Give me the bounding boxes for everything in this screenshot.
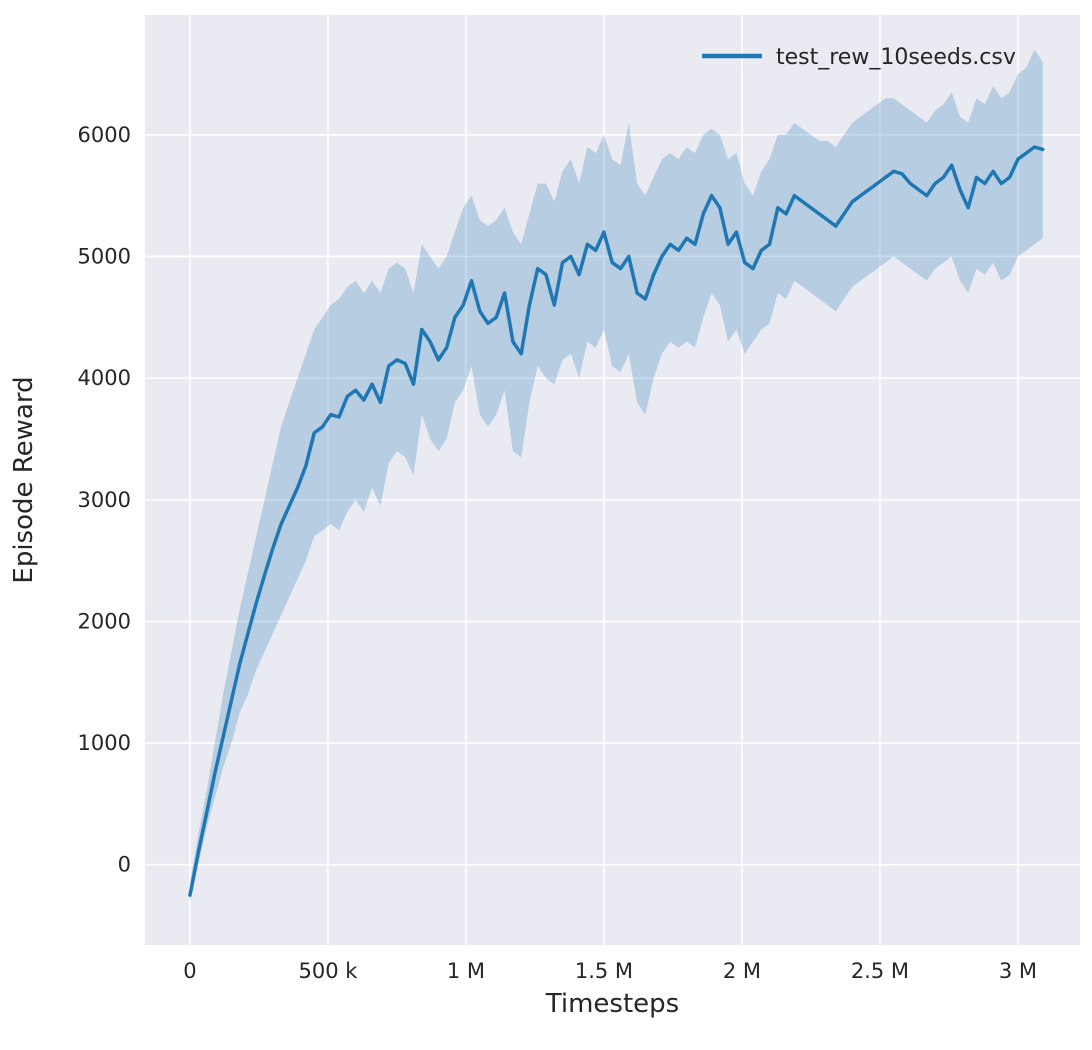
x-tick-label: 2.5 M: [851, 959, 909, 983]
y-tick-label: 3000: [78, 488, 131, 512]
confidence-band: [190, 49, 1043, 902]
y-tick-label: 5000: [78, 244, 131, 268]
y-tick-label: 0: [118, 853, 131, 877]
y-tick-label: 2000: [78, 609, 131, 633]
tick-labels: 0 500 k 1 M 1.5 M 2 M 2.5 M 3 M 0 1000 2000 3000 40…: [78, 123, 1037, 983]
y-tick-label: 4000: [78, 366, 131, 390]
y-tick-label: 1000: [78, 731, 131, 755]
x-tick-label: 0: [183, 959, 196, 983]
y-axis-label: Episode Reward: [9, 376, 39, 583]
x-tick-label: 3 M: [999, 959, 1037, 983]
legend-label: test_rew_10seeds.csv: [776, 45, 1016, 70]
legend: test_rew_10seeds.csv: [702, 45, 1016, 70]
x-tick-label: 1.5 M: [575, 959, 633, 983]
x-tick-label: 500 k: [299, 959, 359, 983]
x-tick-label: 1 M: [447, 959, 485, 983]
x-axis-label: Timesteps: [545, 989, 679, 1019]
mean-line: [188, 145, 1045, 897]
x-tick-label: 2 M: [723, 959, 761, 983]
gridlines: [145, 15, 1080, 945]
y-tick-label: 6000: [78, 123, 131, 147]
